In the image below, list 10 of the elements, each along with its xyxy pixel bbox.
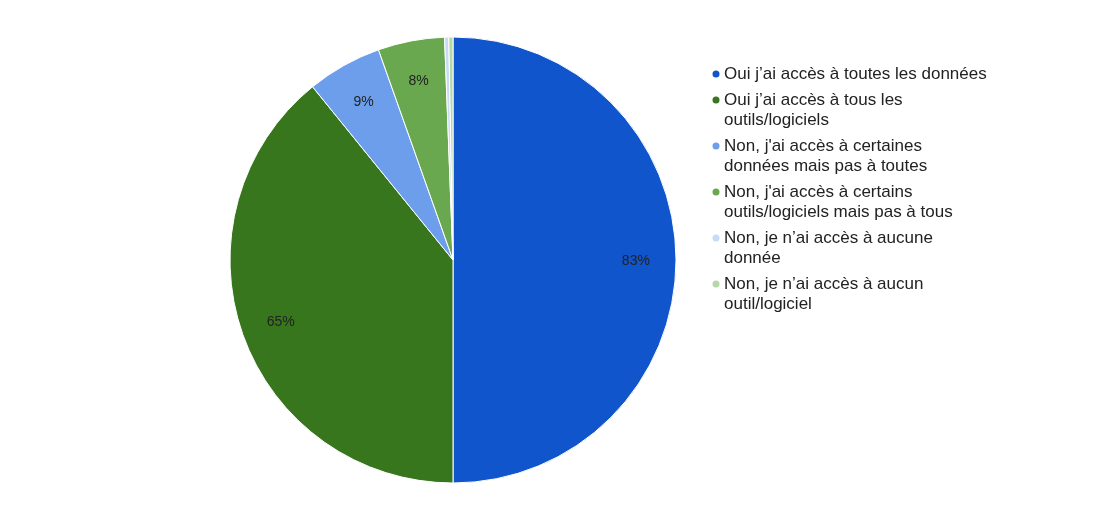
data-label: 83% <box>621 252 650 268</box>
legend-label: Non, je n’ai accès à aucun outil/logiciel <box>724 274 924 313</box>
legend-label: Non, j'ai accès à certains outils/logiciels mais pas à tous <box>724 182 953 221</box>
data-label: 9% <box>353 92 374 109</box>
legend-label: Non, j'ai accès à certaines données mais pas à toutes <box>724 136 928 175</box>
data-label: 8% <box>408 72 429 89</box>
legend-label: Oui j’ai accès à tous les outils/logiciels <box>724 90 903 129</box>
legend-label: Non, je n’ai accès à aucune donnée <box>724 228 933 267</box>
data-label: 65% <box>266 313 295 330</box>
legend-label: Oui j’ai accès à toutes les données <box>724 64 987 83</box>
